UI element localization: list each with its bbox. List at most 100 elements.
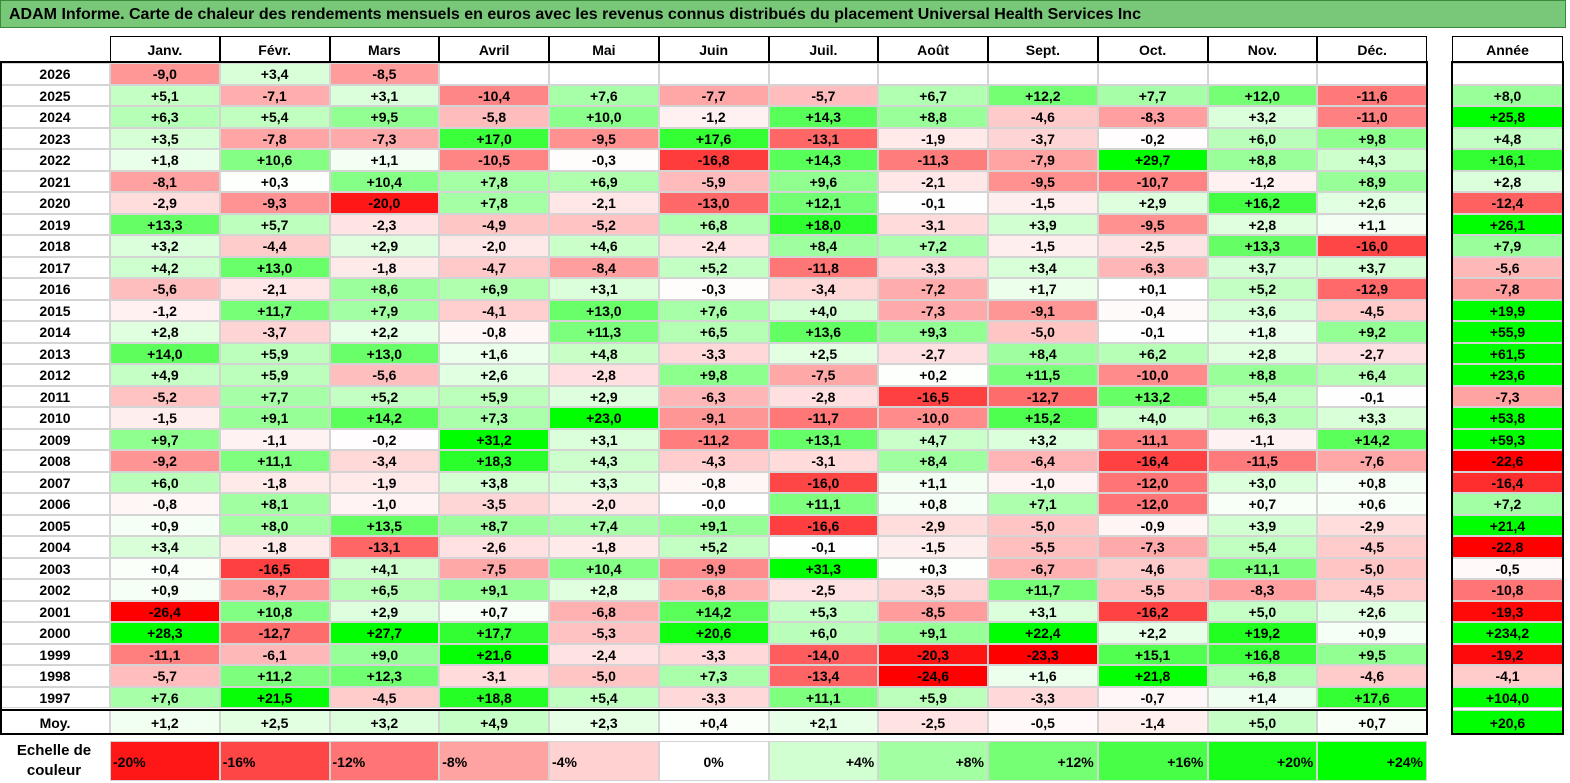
- heatmap-cell: +19,2: [1207, 622, 1318, 644]
- heatmap-cell: +15,1: [1097, 643, 1208, 665]
- heatmap-cell: +31,3: [768, 557, 879, 579]
- heatmap-cell: +8,8: [1207, 149, 1318, 171]
- heatmap-cell: +5,2: [1207, 278, 1318, 300]
- heatmap-cell: -3,3: [658, 686, 769, 708]
- heatmap-cell: +7,7: [1097, 84, 1208, 106]
- heatmap-cell: -7,9: [988, 149, 1098, 171]
- heatmap-cell: -1,8: [219, 471, 330, 493]
- heatmap-cell: +3,1: [549, 278, 659, 300]
- heatmap-cell: +6,8: [1207, 665, 1318, 687]
- heatmap-cell: -0,0: [658, 493, 769, 515]
- heatmap-cell: -16,0: [768, 471, 879, 493]
- heatmap-cell: +1,8: [110, 149, 220, 171]
- heatmap-cell: +2,2: [329, 321, 440, 343]
- heatmap-cell: +17,0: [439, 127, 549, 149]
- heatmap-cell: -8,5: [329, 63, 440, 85]
- year-label: 2017: [0, 256, 110, 278]
- year-label: 1999: [0, 643, 110, 665]
- heatmap-cell: -4,7: [439, 256, 549, 278]
- heatmap-cell: +1,1: [1317, 213, 1427, 235]
- heatmap-cell: +5,7: [219, 213, 330, 235]
- annual-cell: +55,9: [1452, 321, 1563, 343]
- heatmap-cell: +10,4: [549, 557, 659, 579]
- heatmap-cell: +10,4: [329, 170, 440, 192]
- heatmap-cell: -7,1: [219, 84, 330, 106]
- heatmap-cell: +7,8: [439, 170, 549, 192]
- heatmap-cell: +5,3: [768, 600, 879, 622]
- heatmap-cell: +9,8: [1317, 127, 1427, 149]
- heatmap-cell: -2,1: [549, 192, 659, 214]
- heatmap-cell: +8,6: [329, 278, 440, 300]
- heatmap-cell: +17,7: [439, 622, 549, 644]
- heatmap-cell: -11,0: [1317, 106, 1427, 128]
- heatmap-cell: +6,0: [110, 471, 220, 493]
- month-header: Sept.: [988, 36, 1098, 62]
- heatmap-cell: +8,0: [219, 514, 330, 536]
- heatmap-cell: +1,4: [1207, 686, 1318, 708]
- heatmap-cell: -2,0: [549, 493, 659, 515]
- heatmap-cell: -12,7: [988, 385, 1098, 407]
- heatmap-cell: +4,7: [878, 428, 988, 450]
- legend-swatch: -4%: [549, 741, 659, 781]
- heatmap-cell: +3,9: [1207, 514, 1318, 536]
- average-cell: +5,0: [1207, 710, 1318, 734]
- heatmap-cell: +9,1: [878, 622, 988, 644]
- month-header: Mai: [549, 36, 659, 62]
- heatmap-cell: -6,8: [658, 579, 769, 601]
- heatmap-cell: +0,4: [110, 557, 220, 579]
- heatmap-cell: +13,5: [329, 514, 440, 536]
- year-label: 2003: [0, 557, 110, 579]
- heatmap-cell: +4,3: [549, 450, 659, 472]
- heatmap-cell: -20,3: [878, 643, 988, 665]
- heatmap-cell: +9,3: [878, 321, 988, 343]
- heatmap-cell: -0,9: [1097, 514, 1208, 536]
- heatmap-cell: +2,9: [329, 600, 440, 622]
- heatmap-cell: -16,8: [658, 149, 769, 171]
- heatmap-cell: -4,5: [329, 686, 440, 708]
- heatmap-cell: -3,1: [439, 665, 549, 687]
- heatmap-cell: [1097, 63, 1208, 85]
- heatmap-cell: +6,5: [329, 579, 440, 601]
- heatmap-cell: -7,3: [1097, 536, 1208, 558]
- heatmap-cell: +1,6: [439, 342, 549, 364]
- heatmap-cell: +4,6: [549, 235, 659, 257]
- average-cell: +1,2: [110, 710, 220, 734]
- heatmap-cell: +7,4: [549, 514, 659, 536]
- heatmap-cell: -2,7: [878, 342, 988, 364]
- annual-cell: -12,4: [1452, 192, 1563, 214]
- heatmap-cell: -1,5: [878, 536, 988, 558]
- heatmap-cell: -11,1: [110, 643, 220, 665]
- heatmap-cell: -16,6: [768, 514, 879, 536]
- heatmap-cell: -3,4: [329, 450, 440, 472]
- heatmap-cell: +2,6: [1317, 192, 1427, 214]
- heatmap-cell: +4,3: [1317, 149, 1427, 171]
- heatmap-cell: -1,1: [219, 428, 330, 450]
- legend-swatch: -20%: [110, 741, 220, 781]
- heatmap-cell: +6,0: [1207, 127, 1318, 149]
- page-title: ADAM Informe. Carte de chaleur des rende…: [0, 0, 1566, 28]
- heatmap-cell: -4,5: [1317, 299, 1427, 321]
- heatmap-cell: +6,7: [878, 84, 988, 106]
- heatmap-cell: +0,1: [1097, 278, 1208, 300]
- heatmap-cell: -16,2: [1097, 600, 1208, 622]
- year-label: 2020: [0, 192, 110, 214]
- heatmap-cell: -9,0: [110, 63, 220, 85]
- heatmap-cell: +11,1: [219, 450, 330, 472]
- heatmap-cell: [878, 63, 988, 85]
- legend-swatch: -8%: [439, 741, 549, 781]
- average-cell: +4,9: [439, 710, 549, 734]
- heatmap-cell: +5,9: [439, 385, 549, 407]
- month-header: Avril: [439, 36, 549, 62]
- average-label: Moy.: [0, 710, 110, 734]
- heatmap-cell: -7,5: [768, 364, 879, 386]
- heatmap-cell: +13,3: [110, 213, 220, 235]
- heatmap-cell: -2,8: [768, 385, 879, 407]
- legend-title: Echelle de couleur: [16, 742, 92, 779]
- heatmap-cell: +12,3: [329, 665, 440, 687]
- heatmap-cell: +11,7: [219, 299, 330, 321]
- legend-swatch: -12%: [329, 741, 440, 781]
- heatmap-cell: +6,8: [658, 213, 769, 235]
- heatmap-cell: +8,1: [219, 493, 330, 515]
- heatmap-cell: -4,6: [988, 106, 1098, 128]
- heatmap-cell: +4,9: [110, 364, 220, 386]
